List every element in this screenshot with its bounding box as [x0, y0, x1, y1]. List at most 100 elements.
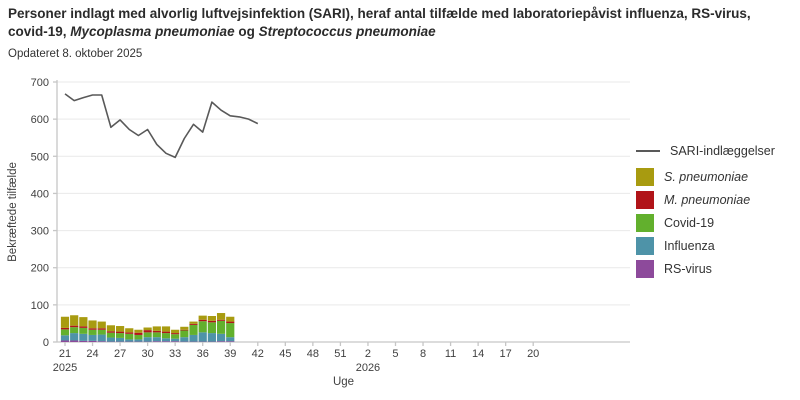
bar-influenza-week-34 [180, 337, 189, 342]
bar-m-pneumoniae-week-30 [143, 330, 152, 333]
bar-s-pneumoniae-week-27 [115, 326, 125, 332]
bar-s-pneumoniae-week-36 [198, 315, 207, 320]
bar-influenza-week-36 [198, 332, 207, 342]
legend-item-label: Covid-19 [664, 215, 715, 230]
x-tick-label-20: 20 [527, 348, 539, 360]
bar-rs-virus-week-38 [216, 341, 226, 342]
bar-s-pneumoniae-week-21 [60, 316, 70, 328]
y-tick-label-200: 200 [31, 263, 49, 275]
x-tick-label-2: 2 [365, 348, 371, 360]
bar-covid-19-week-37 [207, 322, 216, 334]
x-tick-label-33: 33 [169, 348, 181, 360]
bar-influenza-week-39 [226, 337, 235, 342]
bar-covid-19-week-39 [226, 323, 235, 338]
bar-m-pneumoniae-week-33 [171, 333, 180, 335]
x-tick-label-48: 48 [307, 348, 319, 360]
bar-covid-19-week-23 [79, 327, 88, 334]
title-segment: og [234, 24, 259, 39]
bar-rs-virus-week-25 [97, 341, 106, 342]
y-tick-label-400: 400 [31, 188, 49, 200]
bar-s-pneumoniae-week-38 [216, 313, 226, 320]
y-tick-label-700: 700 [31, 77, 49, 89]
bar-covid-19-week-26 [106, 332, 116, 338]
bar-m-pneumoniae-week-27 [115, 331, 125, 334]
x-tick-label-17: 17 [500, 348, 512, 360]
bar-s-pneumoniae-week-33 [171, 329, 180, 334]
bar-influenza-week-33 [171, 338, 180, 342]
x-tick-label-24: 24 [86, 348, 98, 360]
legend-item-label: Influenza [664, 238, 715, 253]
legend-item-sari-indl-ggelser[interactable]: SARI-indlæggelser [636, 139, 775, 162]
bar-rs-virus-week-21 [60, 340, 70, 342]
x-axis-label: Uge [333, 376, 354, 388]
x-tick-label-8: 8 [420, 348, 426, 360]
bar-s-pneumoniae-week-22 [70, 315, 79, 326]
bar-m-pneumoniae-week-23 [79, 326, 88, 328]
y-tick-label-300: 300 [31, 226, 49, 238]
bar-influenza-week-26 [106, 337, 116, 342]
bar-s-pneumoniae-week-24 [88, 320, 97, 329]
bar-covid-19-week-27 [115, 333, 125, 338]
legend-item-label: SARI-indlæggelser [670, 143, 775, 158]
bar-m-pneumoniae-week-34 [180, 329, 189, 331]
x-year-label-2025: 2025 [53, 362, 77, 374]
bar-covid-19-week-31 [152, 332, 161, 338]
y-tick-label-600: 600 [31, 114, 49, 126]
bar-influenza-week-27 [115, 337, 125, 342]
legend-color-swatch [636, 259, 654, 278]
bar-influenza-week-35 [189, 334, 198, 342]
legend-item-m-pneumoniae[interactable]: M. pneumoniae [636, 188, 775, 211]
x-tick-label-5: 5 [392, 348, 398, 360]
legend-item-label: M. pneumoniae [664, 192, 751, 207]
x-tick-label-30: 30 [141, 348, 153, 360]
bar-m-pneumoniae-week-29 [134, 332, 143, 335]
bar-influenza-week-24 [88, 334, 97, 341]
x-tick-label-21: 21 [59, 348, 71, 360]
sari-line [64, 93, 259, 159]
bar-influenza-week-32 [161, 338, 171, 342]
legend-color-swatch [636, 213, 654, 232]
bar-s-pneumoniae-week-34 [180, 326, 189, 330]
bar-m-pneumoniae-week-25 [97, 328, 106, 330]
bar-influenza-week-31 [152, 337, 161, 342]
bar-covid-19-week-21 [60, 329, 70, 336]
chart-title: Personer indlagt med alvorlig luftvejsin… [8, 5, 792, 41]
bar-s-pneumoniae-week-30 [143, 327, 152, 331]
bar-rs-virus-week-22 [70, 340, 79, 342]
legend-line-swatch [636, 149, 660, 152]
bar-m-pneumoniae-week-26 [106, 331, 116, 333]
bar-influenza-week-22 [70, 333, 79, 341]
legend-item-s-pneumoniae[interactable]: S. pneumoniae [636, 165, 775, 188]
bar-influenza-week-38 [216, 333, 226, 342]
bar-m-pneumoniae-week-35 [189, 323, 198, 325]
y-tick-label-500: 500 [31, 151, 49, 163]
bar-influenza-week-28 [125, 339, 134, 342]
x-tick-label-51: 51 [334, 348, 346, 360]
legend-color-swatch [636, 167, 654, 186]
legend-item-influenza[interactable]: Influenza [636, 234, 775, 257]
x-year-label-2026: 2026 [356, 362, 380, 374]
legend-color-swatch [636, 236, 654, 255]
x-tick-label-42: 42 [252, 348, 264, 360]
legend-item-rs-virus[interactable]: RS-virus [636, 257, 775, 280]
bar-m-pneumoniae-week-36 [198, 319, 207, 322]
bar-covid-19-week-35 [189, 324, 198, 335]
legend-item-covid-19[interactable]: Covid-19 [636, 211, 775, 234]
chart-subtitle: Opdateret 8. oktober 2025 [8, 48, 143, 60]
bar-covid-19-week-22 [70, 327, 79, 334]
bar-m-pneumoniae-week-28 [125, 332, 134, 334]
bar-m-pneumoniae-week-24 [88, 328, 97, 330]
legend-color-swatch [636, 190, 654, 209]
bar-m-pneumoniae-week-31 [152, 330, 161, 333]
y-tick-label-100: 100 [31, 300, 49, 312]
bar-influenza-week-25 [97, 334, 106, 342]
title-segment: Mycoplasma pneumoniae [70, 24, 235, 39]
bar-rs-virus-week-23 [79, 340, 88, 342]
bar-influenza-week-29 [134, 339, 143, 342]
bar-covid-19-week-24 [88, 329, 97, 335]
bar-s-pneumoniae-week-32 [161, 326, 171, 332]
bar-influenza-week-23 [79, 333, 88, 341]
x-tick-label-11: 11 [445, 348, 456, 360]
y-axis-label: Bekræftede tilfælde [7, 162, 19, 262]
